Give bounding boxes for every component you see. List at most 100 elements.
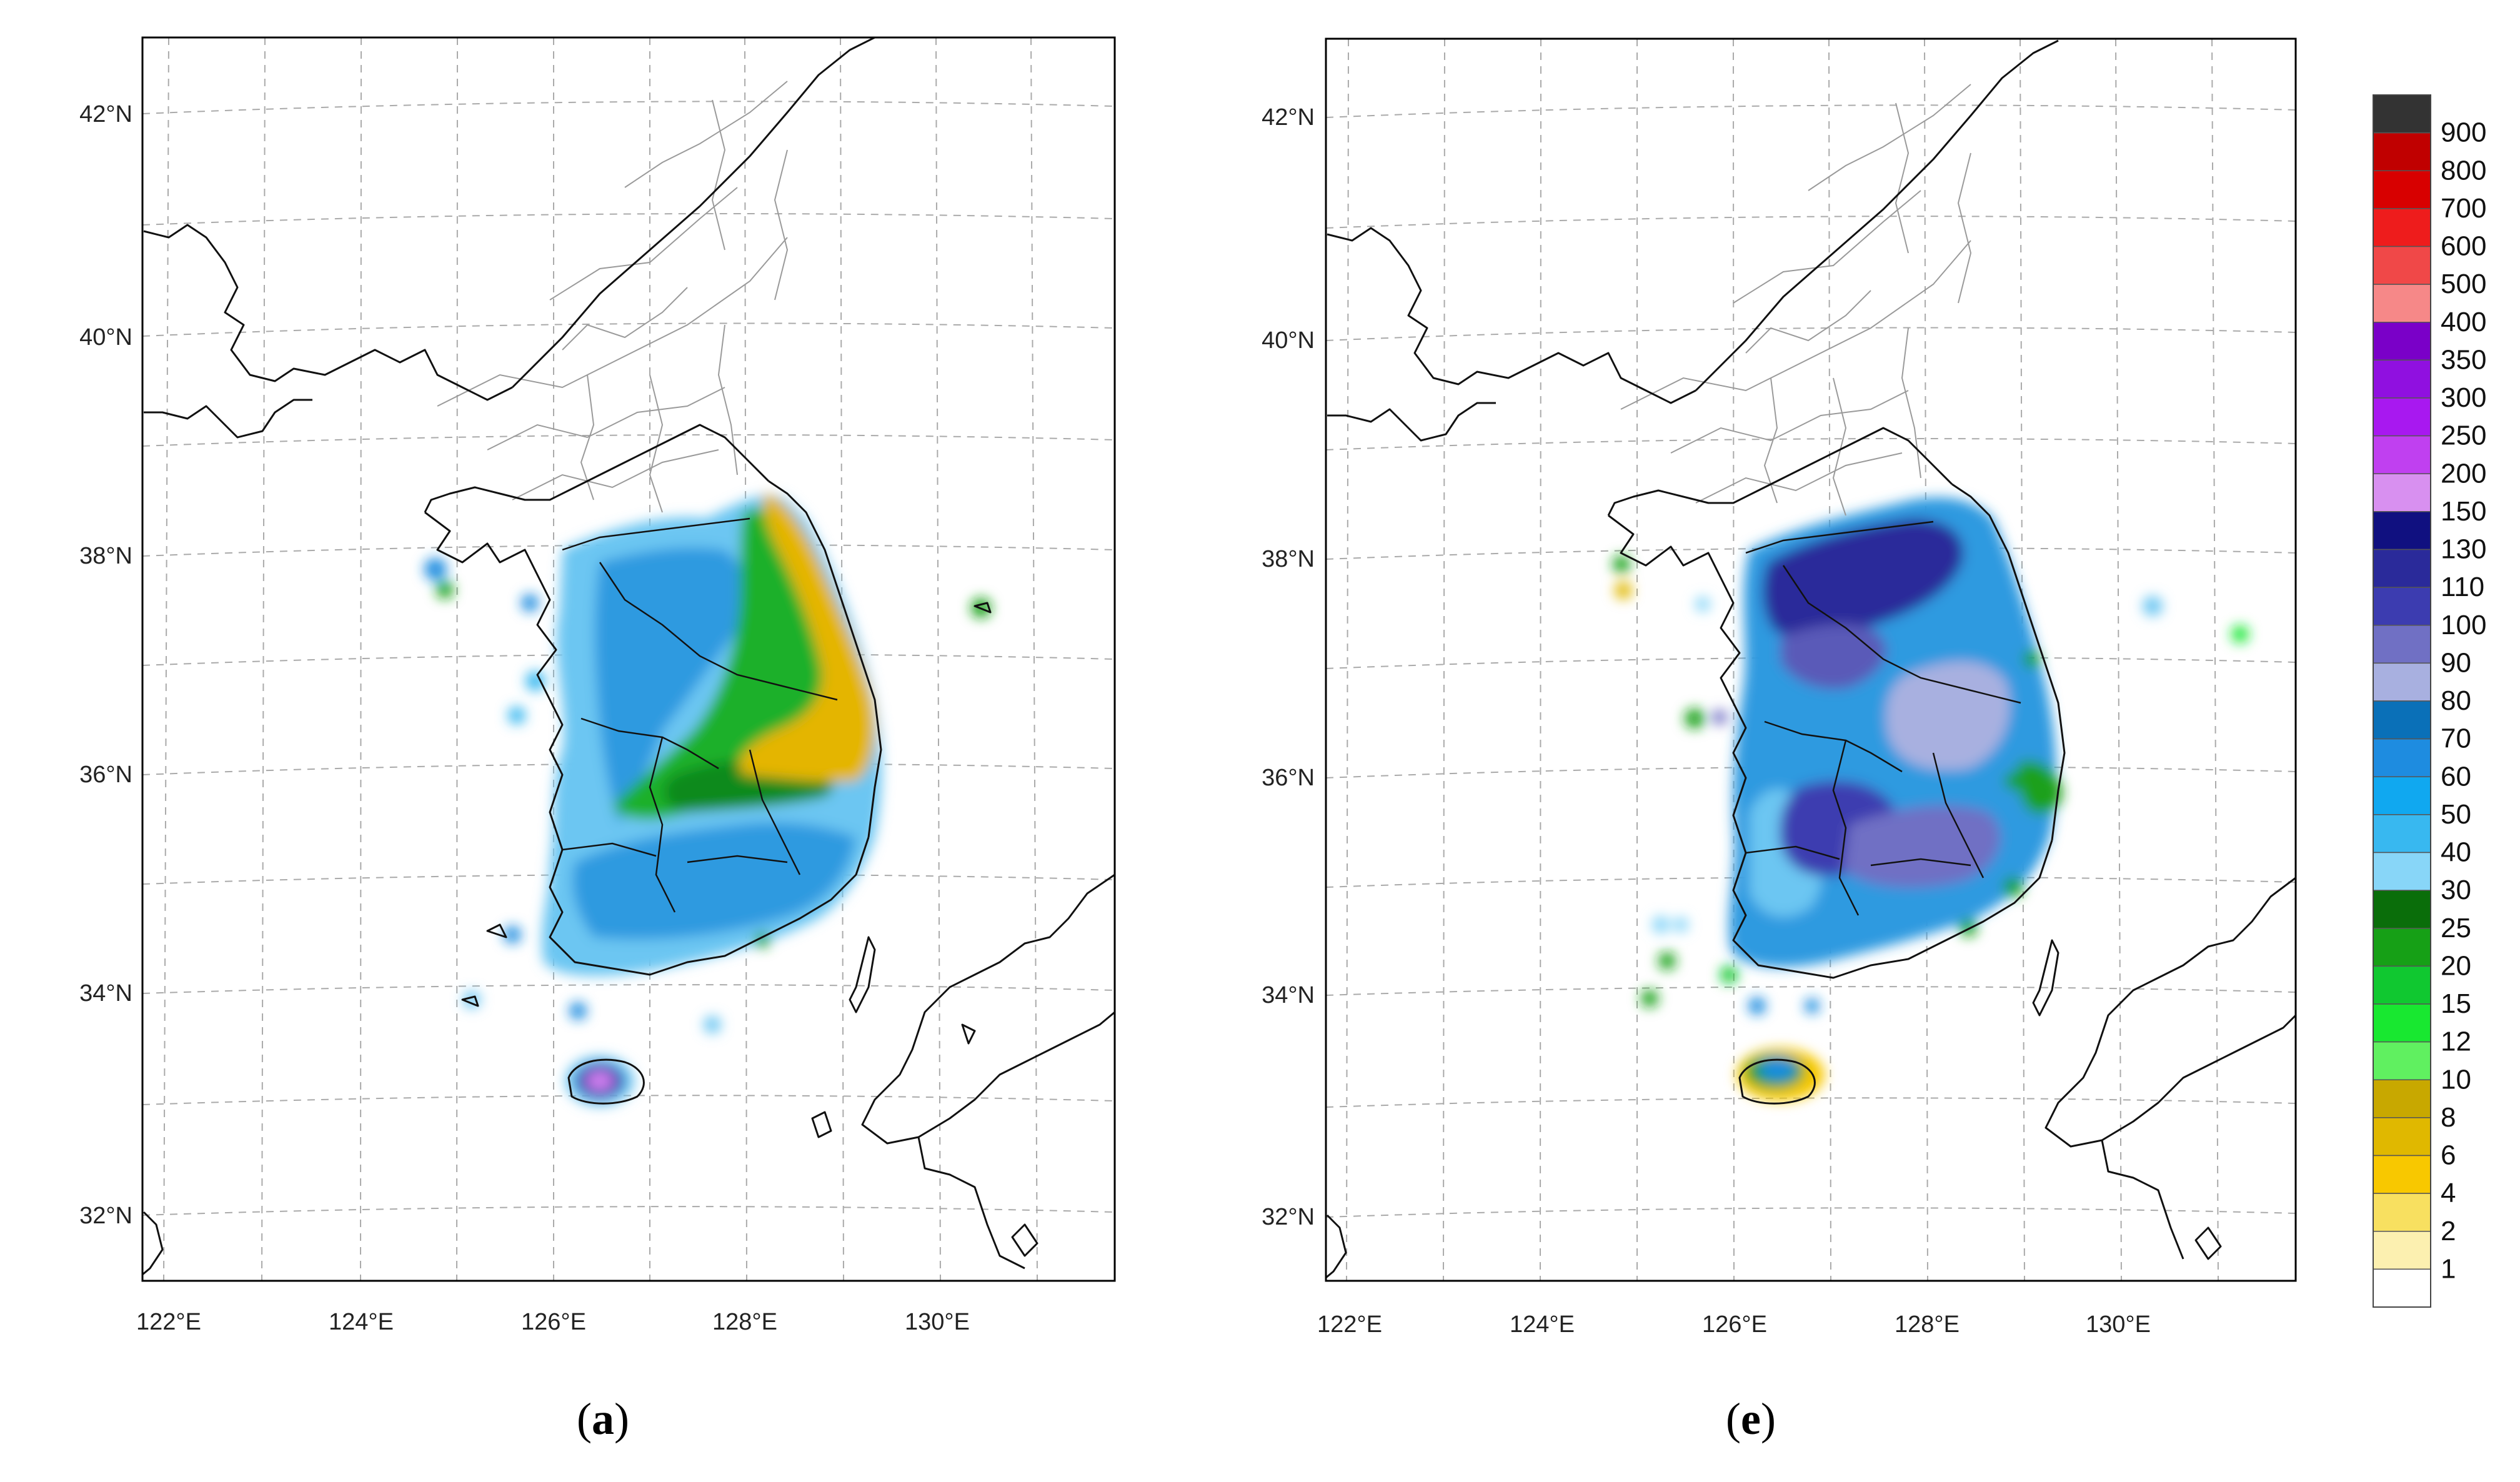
colorbar-level-label: 700 — [2441, 193, 2486, 224]
lat-tick-e-4: 34°N — [1262, 982, 1315, 1008]
colorbar-swatch — [2373, 359, 2431, 399]
lon-tick-a-0: 122°E — [136, 1309, 201, 1335]
colorbar-swatch — [2373, 662, 2431, 702]
colorbar-level-label: 15 — [2441, 988, 2471, 1019]
colorbar-swatch — [2373, 587, 2431, 626]
lat-tick-e-3: 36°N — [1262, 765, 1315, 791]
colorbar-swatch — [2373, 890, 2431, 929]
colorbar-swatch — [2373, 700, 2431, 740]
colorbar-level-label: 100 — [2441, 610, 2486, 640]
colorbar-level-label: 25 — [2441, 913, 2471, 943]
province-borders-e — [1745, 520, 2021, 916]
lat-tick-e-1: 40°N — [1262, 327, 1315, 354]
panel-label-e: (e) — [1726, 1394, 1776, 1444]
colorbar-level-label: 30 — [2441, 875, 2471, 905]
colorbar-swatch — [2373, 208, 2431, 247]
colorbar-swatch — [2373, 776, 2431, 815]
colorbar-level-label: 20 — [2441, 950, 2471, 981]
lat-tick-e-0: 42°N — [1262, 104, 1315, 131]
lat-tick-e-5: 32°N — [1262, 1204, 1315, 1230]
lat-tick-a-3: 36°N — [79, 762, 132, 788]
colorbar-swatch — [2373, 928, 2431, 967]
lon-tick-a-4: 130°E — [905, 1309, 970, 1335]
colorbar-swatch — [2373, 94, 2431, 134]
colorbar-level-label: 8 — [2441, 1102, 2456, 1133]
lat-tick-a-5: 32°N — [79, 1203, 132, 1229]
lon-tick-e-2: 126°E — [1702, 1311, 1767, 1338]
colorbar-level-label: 40 — [2441, 837, 2471, 868]
colorbar-level-label: 350 — [2441, 344, 2486, 375]
colorbar-swatch — [2373, 625, 2431, 664]
colorbar-swatch — [2373, 284, 2431, 323]
colorbar-swatch — [2373, 322, 2431, 361]
colorbar-level-label: 10 — [2441, 1064, 2471, 1095]
colorbar-swatch — [2373, 1231, 2431, 1270]
coastlines-a — [142, 37, 1115, 1276]
colorbar-level-label: 800 — [2441, 155, 2486, 186]
colorbar-swatch — [2373, 132, 2431, 171]
colorbar-level-label: 12 — [2441, 1027, 2471, 1057]
province-borders-a — [562, 517, 838, 913]
coastlines-e — [1326, 39, 2296, 1279]
lon-tick-e-3: 128°E — [1895, 1311, 1960, 1338]
lat-tick-a-1: 40°N — [79, 324, 132, 351]
colorbar-swatch — [2373, 170, 2431, 209]
colorbar-level-label: 1 — [2441, 1253, 2456, 1284]
colorbar-level-label: 500 — [2441, 269, 2486, 299]
colorbar-swatch — [2373, 814, 2431, 853]
colorbar-swatch — [2373, 1268, 2431, 1308]
admin-boundaries-a — [437, 81, 789, 513]
lat-tick-e-2: 38°N — [1262, 546, 1315, 572]
lat-tick-a-0: 42°N — [79, 101, 132, 127]
colorbar-swatch — [2373, 511, 2431, 550]
lon-tick-a-3: 128°E — [712, 1309, 777, 1335]
colorbar-swatch — [2373, 549, 2431, 588]
colorbar-level-label: 400 — [2441, 307, 2486, 337]
colorbar-level-label: 300 — [2441, 382, 2486, 413]
precip-field-a — [424, 494, 991, 1106]
lon-tick-e-0: 122°E — [1317, 1311, 1382, 1338]
lon-tick-e-4: 130°E — [2086, 1311, 2151, 1338]
colorbar-level-label: 600 — [2441, 231, 2486, 262]
colorbar-swatch — [2373, 246, 2431, 285]
colorbar-level-label: 90 — [2441, 647, 2471, 678]
lat-tick-a-4: 34°N — [79, 980, 132, 1007]
colorbar-swatch — [2373, 1155, 2431, 1194]
colorbar-level-label: 900 — [2441, 117, 2486, 148]
colorbar-level-label: 110 — [2441, 572, 2484, 602]
colorbar-swatch — [2373, 1003, 2431, 1043]
colorbar-level-label: 150 — [2441, 496, 2486, 527]
map-panel-a: 42°N 40°N 38°N 36°N 34°N 32°N 122°E 124°… — [79, 36, 1116, 1444]
colorbar-frame — [2373, 94, 2431, 1308]
map-panel-e: 42°N 40°N 38°N 36°N 34°N 32°N 122°E 124°… — [1262, 37, 2297, 1444]
colorbar-swatch — [2373, 852, 2431, 891]
panel-label-a: (a) — [577, 1394, 629, 1444]
precip-field-e — [1613, 497, 2249, 1101]
colorbar-level-label: 6 — [2441, 1140, 2456, 1171]
colorbar-swatch — [2373, 473, 2431, 512]
colorbar-swatch — [2373, 397, 2431, 437]
colorbar-level-label: 2 — [2441, 1216, 2456, 1246]
colorbar-swatch — [2373, 1193, 2431, 1232]
colorbar-swatch — [2373, 435, 2431, 474]
colorbar-level-label: 60 — [2441, 761, 2471, 792]
colorbar-swatch — [2373, 1117, 2431, 1156]
colorbar-level-label: 250 — [2441, 420, 2486, 451]
lon-tick-a-1: 124°E — [329, 1309, 394, 1335]
admin-boundaries-e — [1620, 84, 1972, 516]
colorbar-level-label: 70 — [2441, 724, 2471, 754]
lat-tick-a-2: 38°N — [79, 543, 132, 569]
colorbar-swatch — [2373, 965, 2431, 1005]
colorbar-level-label: 50 — [2441, 799, 2471, 830]
colorbar-swatch — [2373, 738, 2431, 777]
colorbar-level-label: 80 — [2441, 685, 2471, 716]
colorbar-swatch — [2373, 1041, 2431, 1080]
colorbar-level-label: 130 — [2441, 534, 2486, 565]
colorbar-swatch — [2373, 1079, 2431, 1118]
colorbar: 9008007006005004003503002502001501301101… — [2373, 94, 2486, 1308]
lon-tick-e-1: 124°E — [1510, 1311, 1575, 1338]
lon-tick-a-2: 126°E — [521, 1309, 586, 1335]
colorbar-level-label: 200 — [2441, 458, 2486, 489]
colorbar-level-label: 4 — [2441, 1178, 2456, 1208]
